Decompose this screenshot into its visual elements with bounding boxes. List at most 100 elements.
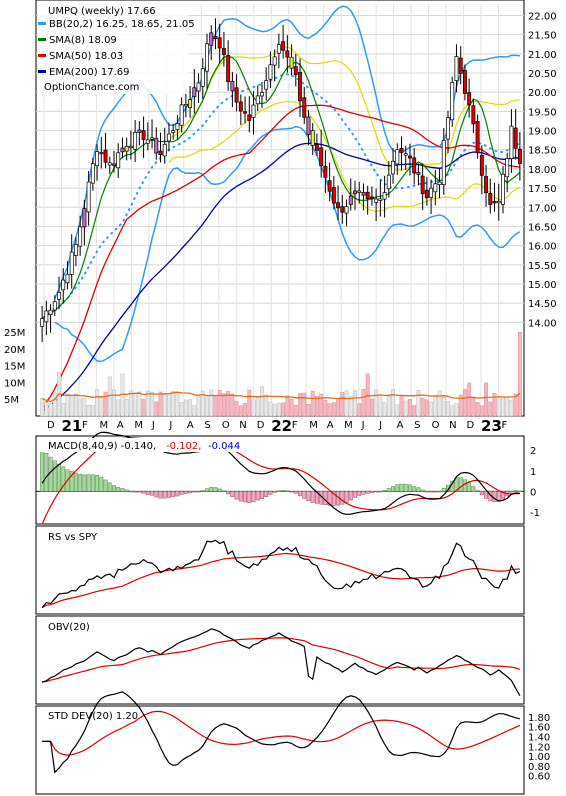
candle-body (133, 131, 138, 150)
macd-tick-label: -1 (530, 508, 540, 519)
macd-histogram-bar (340, 491, 345, 505)
candle-body (48, 309, 53, 315)
macd-histogram-bar (209, 487, 214, 492)
macd-histogram-bar (496, 491, 501, 502)
month-tick-label: N (239, 420, 246, 431)
macd-histogram-bar (167, 491, 171, 498)
stddev-sma-line (42, 710, 521, 756)
macd-histogram-bar (484, 491, 489, 499)
volume-bar (226, 391, 231, 417)
macd-histogram-bar (183, 491, 188, 494)
macd-histogram-bar (57, 463, 61, 492)
macd-histogram-bar (112, 485, 116, 492)
macd-histogram-bar (281, 490, 286, 492)
candle-body (357, 190, 362, 193)
volume-tick-label: 25M (4, 328, 25, 339)
macd-histogram-bar (517, 490, 522, 493)
macd-histogram-bar (391, 486, 395, 492)
stddev-line (42, 691, 521, 774)
candle-body (183, 104, 188, 107)
candle-body (276, 44, 281, 54)
macd-histogram-bar (150, 491, 154, 496)
macd-histogram-bar (501, 491, 505, 500)
volume-bar (505, 396, 510, 417)
candle-body (209, 32, 214, 46)
volume-bar (391, 389, 395, 417)
candle-body (319, 147, 324, 167)
macd-histogram-bar (509, 491, 514, 493)
macd-histogram-bar (133, 491, 138, 493)
candle-body (141, 130, 146, 140)
month-tick-label: D (47, 420, 55, 431)
price-tick-label: 15.00 (528, 280, 557, 291)
candle-body (234, 87, 239, 103)
candle-body (293, 66, 298, 75)
volume-bar (175, 392, 180, 417)
volume-bar (145, 390, 150, 417)
candle-body (382, 192, 387, 200)
month-tick-label: F (82, 420, 88, 431)
month-tick-label: A (187, 420, 194, 431)
macd-histogram-bar (306, 491, 311, 502)
volume-bar (285, 395, 290, 417)
volume-bar (293, 405, 298, 417)
candle-body (154, 137, 159, 154)
macd-panel: 2 1 0 -1 MACD(8,40,9) -0.140, -0.102, -0.04… (35, 431, 540, 525)
macd-histogram-bar (314, 491, 319, 504)
candle-body (416, 172, 421, 175)
price-tick-label: 19.50 (528, 107, 557, 118)
price-tick-label: 15.50 (528, 261, 557, 272)
volume-axis: 25M 20M 15M 10M 5M (4, 328, 25, 406)
volume-bar (302, 392, 307, 417)
macd-histogram-bar (226, 491, 231, 495)
candle-body (73, 244, 78, 256)
month-tick-label: J (361, 420, 365, 431)
volume-bar (369, 398, 374, 417)
legend-swatch-ema200 (38, 70, 46, 73)
candle-body (412, 157, 417, 174)
macd-histogram-bar (78, 473, 83, 492)
stddev-tick-label: 1.80 (528, 713, 550, 724)
volume-bar (221, 393, 226, 417)
volume-bar (289, 398, 294, 417)
volume-bar (429, 401, 434, 417)
candle-body (230, 81, 235, 92)
rs-lines (41, 539, 521, 609)
month-tick-label: J (378, 420, 382, 431)
volume-bar (310, 390, 315, 417)
macd-histogram-bar (205, 488, 209, 492)
volume-bar (158, 391, 163, 417)
macd-histogram-bar (116, 486, 121, 492)
candle-body (314, 144, 319, 151)
stddev-tick-label: 1.00 (528, 752, 550, 763)
macd-histogram-bar (103, 479, 108, 492)
macd-histogram-bar (302, 491, 307, 499)
macd-legend-bg (38, 438, 248, 452)
volume-bar (492, 393, 497, 417)
month-tick-label: D (257, 420, 265, 431)
volume-bar (86, 404, 91, 417)
volume-bar (420, 397, 425, 417)
price-tick-label: 19.00 (528, 127, 557, 138)
candle-body (221, 48, 226, 55)
volume-bar (484, 382, 489, 417)
candle-body (128, 145, 133, 149)
legend-label-bb: BB(20,2) 16.25, 18.65, 21.05 (49, 19, 195, 30)
candle-body (65, 273, 70, 284)
candle-body (361, 192, 366, 196)
candle-body (171, 130, 176, 133)
volume-bar (200, 390, 205, 417)
candle-body (120, 147, 125, 153)
obv-lines (41, 628, 521, 696)
candle-body (484, 176, 489, 194)
macd-histogram-bar (467, 482, 472, 492)
candle-body (90, 163, 95, 184)
volume-bar (154, 401, 159, 417)
volume-bar (150, 391, 154, 417)
candle-body (40, 318, 45, 327)
volume-bar (264, 394, 269, 417)
macd-axis: 2 1 0 -1 (530, 446, 540, 519)
month-tick-label: O (222, 420, 230, 431)
source-label: OptionChance.com (44, 82, 139, 93)
